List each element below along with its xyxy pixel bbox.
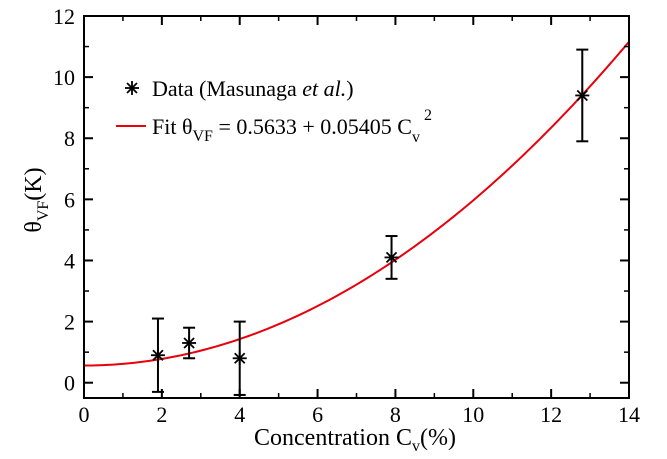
x-tick-label: 2 xyxy=(156,402,167,427)
y-tick-label: 8 xyxy=(64,126,75,151)
asterisk-marker xyxy=(575,88,590,103)
x-axis-label: Concentration Cv(%) xyxy=(254,425,456,455)
asterisk-marker xyxy=(232,351,247,366)
y-tick-label: 4 xyxy=(64,248,75,273)
legend-data-label: Data (Masunaga et al.) xyxy=(152,76,354,101)
x-tick-label: 6 xyxy=(312,402,323,427)
x-tick-label: 8 xyxy=(390,402,401,427)
fit-layer xyxy=(83,41,630,367)
x-tick-label: 10 xyxy=(462,402,484,427)
y-tick-label: 12 xyxy=(53,4,75,29)
data-layer xyxy=(150,48,590,396)
asterisk-marker xyxy=(150,348,165,363)
y-axis-label: θVF(K) xyxy=(21,167,52,232)
x-tick-label: 12 xyxy=(540,402,562,427)
ticks-layer: 0 2 4 6 8 10 12 14 0 2 4 6 8 10 12 xyxy=(53,4,640,427)
data-point xyxy=(575,48,590,143)
y-tick-label: 0 xyxy=(64,371,75,396)
legend-fit-label: Fit θVF = 0.5633 + 0.05405 Cv2 xyxy=(152,107,432,146)
fit-curve xyxy=(83,41,630,367)
y-tick-label: 10 xyxy=(53,65,75,90)
y-tick-label: 6 xyxy=(64,187,75,212)
asterisk-marker xyxy=(182,335,197,350)
y-tick-label: 2 xyxy=(64,310,75,335)
data-point xyxy=(232,320,247,396)
x-tick-label: 14 xyxy=(618,402,640,427)
data-point xyxy=(150,317,165,393)
data-point xyxy=(182,326,197,360)
plot-frame xyxy=(83,15,630,399)
x-tick-label: 4 xyxy=(234,402,245,427)
data-point xyxy=(384,235,399,280)
legend: Data (Masunaga et al.) Fit θVF = 0.5633 … xyxy=(116,76,432,146)
legend-data-marker xyxy=(125,81,139,95)
x-tick-label: 0 xyxy=(79,402,90,427)
asterisk-marker xyxy=(384,250,399,265)
